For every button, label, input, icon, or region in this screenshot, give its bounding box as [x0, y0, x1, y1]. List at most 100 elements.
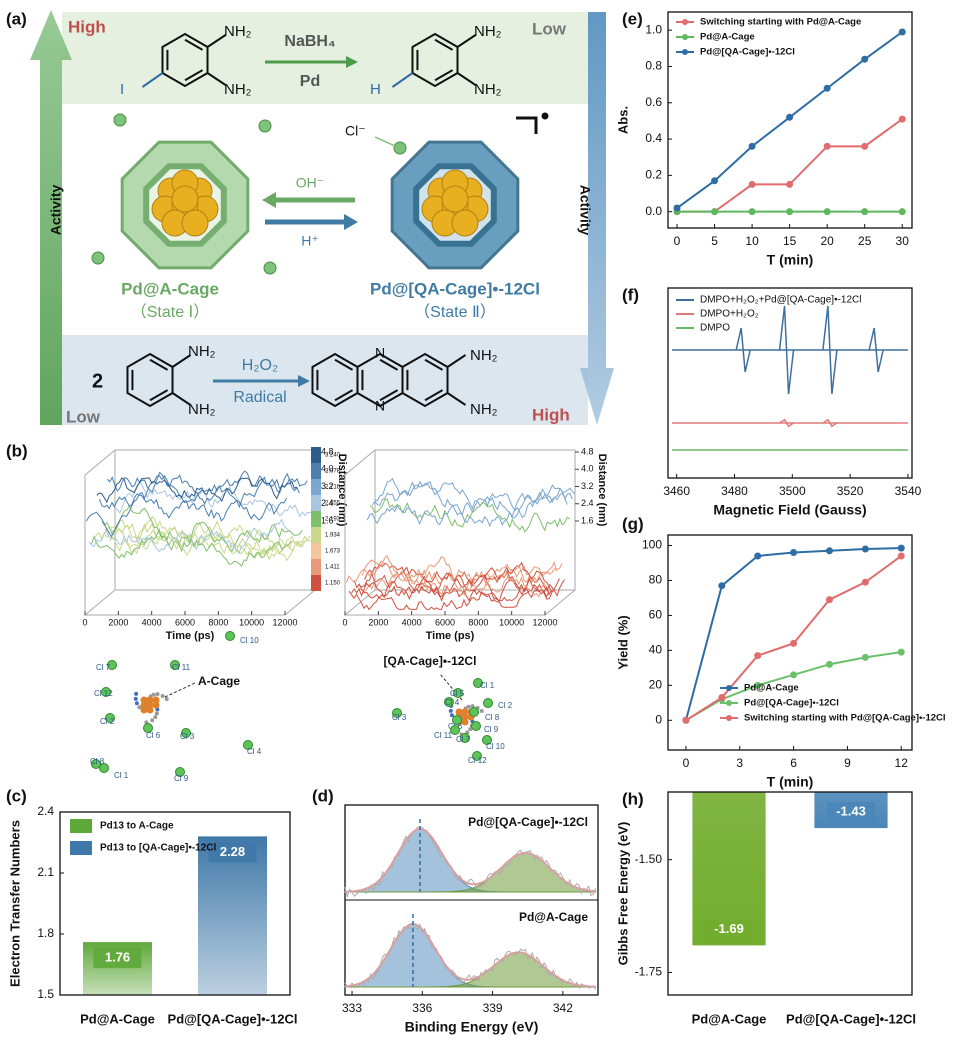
- point: [711, 177, 719, 185]
- chloride-label: Cl 9: [484, 725, 499, 734]
- legend-label: DMPO+H₂O₂: [700, 309, 759, 320]
- bond: [184, 69, 204, 82]
- cage-atom: [479, 708, 484, 713]
- pd-atom: [461, 708, 469, 716]
- x-tick-label: 3480: [721, 484, 748, 498]
- y-axis-title: Gibbs Free Energy (eV): [615, 822, 630, 966]
- value-box: [827, 802, 875, 823]
- x-tick-label: 5: [711, 234, 718, 248]
- legend-marker: [682, 19, 688, 25]
- x-tick-label: 10000: [239, 617, 264, 627]
- chloride: [453, 688, 463, 698]
- point: [711, 208, 719, 216]
- x-axis-title: T (min): [767, 774, 814, 790]
- chloride-label: Cl 6: [146, 731, 161, 740]
- chem-label: NaBH₄: [284, 33, 335, 50]
- y-tick-label: 0: [655, 712, 662, 726]
- chloride-label: Cl 4: [445, 698, 460, 707]
- x-tick-label: 3500: [779, 484, 806, 498]
- chloride: [450, 725, 460, 735]
- chloride-ball: [263, 261, 277, 275]
- snapshot-label: A-Cage: [198, 674, 240, 688]
- epr-line: [779, 418, 794, 428]
- colorbar-cell: [311, 559, 321, 575]
- plot-floor: [343, 589, 577, 616]
- point: [823, 208, 831, 216]
- y-axis-title: Abs.: [615, 106, 630, 134]
- chloride: [472, 751, 482, 761]
- point: [861, 653, 869, 661]
- x-tick-label: 30: [896, 234, 910, 248]
- x-tick-label: 6000: [175, 617, 195, 627]
- band: [62, 12, 588, 104]
- chem-label: Cl⁻: [345, 123, 366, 139]
- chloride-label: Cl 10: [486, 742, 505, 751]
- y-tick-label: 1.8: [37, 926, 54, 940]
- chloride: [469, 707, 479, 717]
- pd-atom: [140, 706, 148, 714]
- legend-swatch: [70, 819, 92, 833]
- pd-atom: [461, 718, 469, 726]
- legend-marker: [682, 49, 688, 55]
- y-tick-label: 1.5: [37, 987, 54, 1001]
- point: [898, 28, 906, 36]
- point: [754, 681, 762, 689]
- chloride-label: Cl 3: [392, 713, 407, 722]
- x-tick-label: Pd@A-Cage: [692, 1011, 767, 1026]
- x-tick-label: 6: [790, 756, 797, 770]
- colorbar-label: 2.193: [325, 517, 341, 523]
- cage-atom: [134, 701, 139, 706]
- chloride: [392, 708, 402, 718]
- cage-atom: [153, 715, 158, 720]
- bond: [141, 72, 164, 88]
- cage-atom: [150, 718, 155, 723]
- label: High: [532, 405, 570, 424]
- y-tick-label: 20: [649, 677, 663, 691]
- epr-line: [822, 418, 838, 428]
- chloride: [483, 698, 493, 708]
- plot-floor: [83, 589, 317, 616]
- state-name: Pd@[QA-Cage]•-12Cl: [370, 279, 540, 298]
- legend-label: Pd@[QA-Cage]•-12Cl: [744, 698, 839, 709]
- state-name: Pd@A-Cage: [121, 279, 219, 298]
- z-tick-label: 3.2: [321, 481, 334, 491]
- y-tick-label: 1.0: [645, 22, 662, 36]
- chloride-label: Cl 12: [94, 689, 113, 698]
- pd-atom: [461, 713, 469, 721]
- x-tick-label: Pd@A-Cage: [80, 1011, 155, 1026]
- chloride-label: Cl 9: [174, 774, 189, 783]
- bond: [434, 69, 454, 82]
- point: [754, 652, 762, 660]
- colorbar-cell: [311, 479, 321, 495]
- z-tick-label: 2.4: [581, 498, 594, 508]
- x-tick-label: 0: [82, 617, 87, 627]
- x-tick-label: 4000: [142, 617, 162, 627]
- chem-label: H⁺: [301, 233, 319, 249]
- point: [897, 552, 905, 560]
- legend-label: Switching starting with Pd@[QA-Cage]•-12…: [744, 713, 946, 724]
- x-tick-label: 4000: [402, 617, 422, 627]
- trajectory: [96, 477, 297, 504]
- value-label: 2.28: [220, 844, 245, 859]
- x-tick-label: 339: [483, 1001, 503, 1015]
- chloride: [482, 735, 492, 745]
- chem-label: I: [120, 81, 124, 98]
- chloride-label: Cl 2: [100, 717, 115, 726]
- bond: [456, 72, 477, 86]
- cage-atom: [134, 691, 139, 696]
- y-tick-label: 100: [642, 538, 662, 552]
- trajectory: [345, 555, 547, 598]
- arrow: [374, 136, 396, 147]
- chloride-label: Cl 11: [434, 731, 453, 740]
- x-tick-label: 15: [783, 234, 797, 248]
- point: [825, 596, 833, 604]
- point: [825, 547, 833, 555]
- cage-atom: [151, 692, 156, 697]
- chloride-label: Cl 7: [456, 735, 471, 744]
- point: [754, 552, 762, 560]
- arrow-head: [344, 214, 358, 230]
- z-tick-label: 4.0: [321, 464, 334, 474]
- y-tick-label: 2.4: [37, 804, 54, 818]
- point: [790, 639, 798, 647]
- x-tick-label: 2000: [368, 617, 388, 627]
